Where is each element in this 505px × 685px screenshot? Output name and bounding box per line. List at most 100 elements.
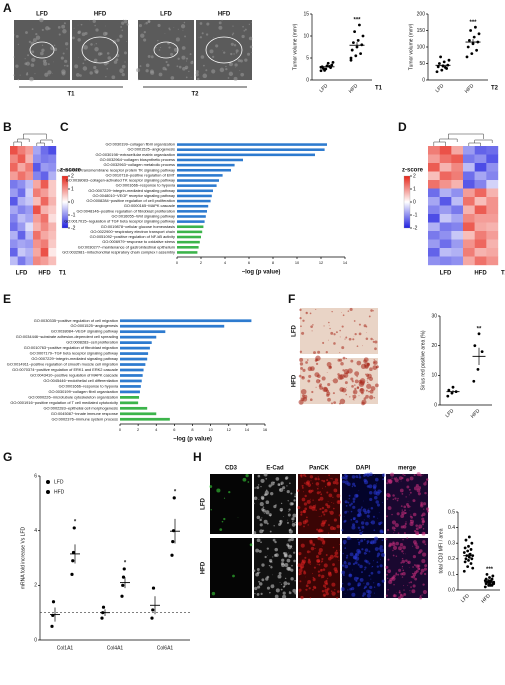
micrograph-texture [331,479,333,481]
y-tick-label: 4 [34,528,37,534]
colorbar [403,175,411,229]
micrograph-texture [422,474,424,476]
micrograph-texture [289,541,291,543]
micrograph-texture [376,503,381,507]
micrograph-texture [341,529,344,532]
micrograph-texture [347,562,351,566]
micrograph-texture [228,62,234,67]
micrograph-texture [307,524,309,526]
micrograph-texture [420,501,423,505]
significance: * [124,561,127,567]
heatmap-cell [428,171,440,181]
micrograph-texture [392,549,394,552]
micrograph-texture [322,568,326,571]
micrograph-texture [63,64,66,67]
micrograph-texture [84,31,88,35]
data-point [477,332,481,336]
heatmap-cell [48,231,57,240]
heatmap-cell [10,188,18,198]
micrograph-texture [421,523,424,526]
data-point [361,34,365,38]
micrograph-texture [317,350,321,354]
heatmap-cell [10,214,18,223]
category-label: GO:0043410~positive regulation of MAPK c… [30,373,118,378]
micrograph-texture [341,346,345,350]
micrograph-texture [25,73,29,76]
micrograph-texture [248,23,251,26]
micrograph-texture [60,56,64,60]
micrograph-texture [423,572,427,576]
micrograph-texture [359,529,361,532]
heatmap-cell [33,239,41,249]
micrograph-texture [359,564,363,569]
micrograph-texture [398,476,403,480]
micrograph-texture [45,26,50,31]
micrograph-texture [397,532,400,535]
micrograph-texture [354,332,357,336]
micrograph-texture [403,585,405,587]
heatmap-cell [428,180,440,189]
micrograph-texture [93,58,98,63]
category-label: GO:0007229~integrin-mediated signaling p… [88,188,175,193]
heatmap-cell [48,163,57,172]
micrograph-texture [374,475,376,476]
micrograph-texture [395,477,397,479]
micrograph-texture [231,33,234,36]
micrograph-texture [349,537,351,540]
micrograph-texture [283,490,285,491]
micrograph-texture [288,554,292,559]
micrograph-texture [304,507,308,511]
y-tick-label: 200 [417,11,426,17]
heatmap-cell [474,205,487,215]
micrograph-texture [270,565,272,567]
micrograph-texture [391,576,396,581]
category-label: GO:0007179~TGF beta receptor signaling p… [30,351,118,356]
micrograph-texture [377,489,382,494]
dendrogram [474,139,493,143]
micrograph-texture [337,358,341,362]
micrograph-texture [419,474,422,477]
micrograph-texture [358,475,362,479]
micrograph-texture [345,336,348,339]
data-point [465,55,469,59]
micrograph-texture [401,493,404,495]
micrograph-texture [374,536,379,541]
micrograph-texture [244,58,248,62]
micrograph-texture [345,556,348,559]
micrograph-texture [241,34,245,39]
micrograph-texture [121,64,126,69]
micrograph-texture [352,394,357,399]
micrograph-texture [327,382,331,387]
micrograph-texture [411,575,416,579]
data-point [350,48,354,52]
micrograph-texture [333,401,337,405]
micrograph-texture [328,476,330,478]
heatmap-cell [428,163,440,172]
micrograph-texture [198,36,200,38]
micrograph-texture [319,507,322,511]
micrograph-texture [366,380,368,382]
micrograph-texture [419,595,422,597]
micrograph-texture [424,543,427,546]
micrograph-texture [72,36,75,40]
micrograph-texture [396,499,399,502]
micrograph-texture [372,484,377,489]
category-label: GO:0032981~mitochondrial respiratory cha… [62,249,175,254]
heatmap-cell [10,239,18,249]
micrograph-texture [422,540,426,544]
legend-marker [46,480,50,484]
significance: ** [477,326,482,332]
micrograph-texture [329,365,332,369]
colorbar-label: z-score [402,168,424,174]
micrograph-texture [244,28,247,31]
micrograph-texture [34,73,36,75]
micrograph-texture [294,580,296,582]
bar [177,174,223,177]
micrograph-texture [289,482,291,485]
micrograph-texture [378,512,380,514]
micrograph-texture [422,474,424,476]
micrograph-texture [339,549,341,551]
micrograph-texture [363,359,367,363]
micrograph-texture [313,351,316,355]
micrograph-texture [327,397,331,402]
